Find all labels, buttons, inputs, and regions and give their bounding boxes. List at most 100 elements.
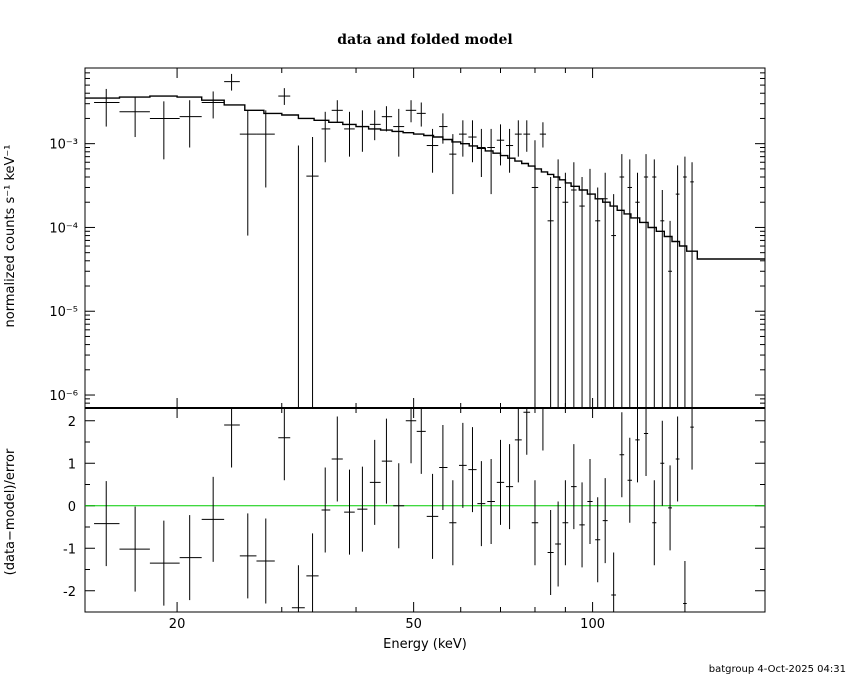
residual-point bbox=[587, 459, 593, 544]
residual-point bbox=[531, 480, 539, 566]
residual-point bbox=[321, 467, 331, 553]
data-point bbox=[627, 159, 633, 408]
bottom-y-tick-label: 1 bbox=[68, 457, 76, 472]
residual-point bbox=[496, 439, 505, 525]
x-tick-label: 20 bbox=[169, 617, 186, 632]
top-y-axis-label: normalized counts s⁻¹ keV⁻¹ bbox=[3, 145, 18, 328]
data-point bbox=[179, 100, 202, 148]
data-point bbox=[611, 194, 617, 408]
footer-stamp: batgroup 4-Oct-2025 04:31 bbox=[709, 664, 846, 675]
data-point bbox=[531, 140, 539, 408]
data-point bbox=[149, 101, 180, 160]
data-point bbox=[547, 177, 554, 408]
data-point bbox=[562, 172, 569, 408]
data-point bbox=[595, 187, 601, 408]
data-point bbox=[239, 110, 257, 236]
data-point bbox=[602, 172, 608, 408]
residual-point bbox=[149, 520, 180, 606]
residual-point bbox=[426, 473, 439, 559]
data-point bbox=[94, 88, 120, 127]
residual-point bbox=[357, 466, 368, 552]
residual-point bbox=[619, 412, 625, 498]
data-point bbox=[381, 106, 393, 132]
data-point bbox=[523, 120, 531, 152]
residual-point bbox=[652, 480, 657, 566]
bottom-y-tick-label: -2 bbox=[63, 585, 76, 600]
residual-point bbox=[344, 469, 355, 555]
residual-point bbox=[635, 408, 640, 483]
top-frame bbox=[84, 67, 766, 409]
residual-point bbox=[331, 416, 343, 502]
bottom-frame bbox=[84, 407, 766, 613]
residual-point bbox=[595, 497, 601, 583]
residual-point bbox=[449, 480, 457, 566]
data-point bbox=[468, 120, 477, 163]
residual-point bbox=[675, 416, 680, 502]
residual-point bbox=[523, 408, 531, 455]
residual-point bbox=[405, 408, 417, 464]
data-point bbox=[487, 128, 495, 195]
bottom-y-tick-label: 0 bbox=[68, 500, 76, 515]
data-point bbox=[439, 113, 448, 144]
residual-point bbox=[291, 565, 305, 612]
residual-point bbox=[477, 461, 486, 547]
bottom-y-tick-label: -1 bbox=[63, 542, 76, 557]
residual-point bbox=[571, 444, 577, 530]
x-axis-label: Energy (keV) bbox=[383, 637, 467, 652]
data-point bbox=[635, 172, 640, 408]
data-point bbox=[683, 156, 687, 408]
data-point bbox=[426, 128, 439, 173]
residual-point bbox=[487, 459, 495, 544]
data-point bbox=[477, 128, 486, 178]
residual-point bbox=[539, 407, 547, 451]
data-point bbox=[119, 97, 150, 138]
residual-point bbox=[468, 427, 477, 513]
residual-point bbox=[602, 478, 608, 564]
residual-point bbox=[306, 533, 319, 612]
residual-point bbox=[690, 408, 694, 470]
residual-point bbox=[514, 408, 522, 483]
chart-title: data and folded model bbox=[337, 32, 512, 48]
residual-point bbox=[505, 444, 514, 530]
x-tick-label: 100 bbox=[580, 617, 605, 632]
model-step-line bbox=[85, 95, 765, 260]
data-point bbox=[514, 120, 522, 157]
data-point bbox=[369, 110, 381, 141]
data-point bbox=[278, 88, 291, 105]
data-point bbox=[416, 102, 426, 127]
residual-point bbox=[668, 465, 672, 551]
residual-point bbox=[381, 418, 393, 504]
data-point bbox=[587, 168, 593, 408]
data-point bbox=[579, 177, 585, 408]
data-point bbox=[619, 154, 625, 408]
residual-point bbox=[458, 422, 467, 508]
data-point bbox=[321, 111, 331, 163]
data-point bbox=[668, 220, 672, 408]
residual-point bbox=[643, 408, 649, 476]
data-point bbox=[539, 122, 547, 148]
data-point bbox=[643, 154, 649, 408]
residual-point bbox=[179, 515, 202, 601]
residual-point bbox=[278, 408, 291, 481]
residual-point bbox=[627, 437, 633, 523]
data-point bbox=[224, 73, 240, 91]
residual-point bbox=[660, 420, 665, 506]
residual-point bbox=[547, 510, 554, 595]
residual-point bbox=[94, 481, 120, 567]
x-tick-label: 50 bbox=[405, 617, 422, 632]
data-point bbox=[393, 108, 405, 157]
bottom-y-tick-label: 2 bbox=[68, 415, 76, 430]
data-point bbox=[306, 137, 319, 408]
data-point bbox=[201, 91, 225, 119]
residual-point bbox=[239, 513, 257, 599]
data-point bbox=[344, 111, 355, 157]
data-point bbox=[555, 159, 562, 408]
bottom-panel: 20 50 100 2 1 0 -1 -2 bbox=[63, 407, 766, 632]
residual-point bbox=[611, 552, 617, 612]
residual-point bbox=[224, 408, 240, 468]
top-y-tick-label: 10⁻⁶ bbox=[49, 389, 78, 404]
residual-point bbox=[579, 482, 585, 568]
residual-point bbox=[201, 476, 225, 562]
residual-point bbox=[555, 501, 562, 587]
